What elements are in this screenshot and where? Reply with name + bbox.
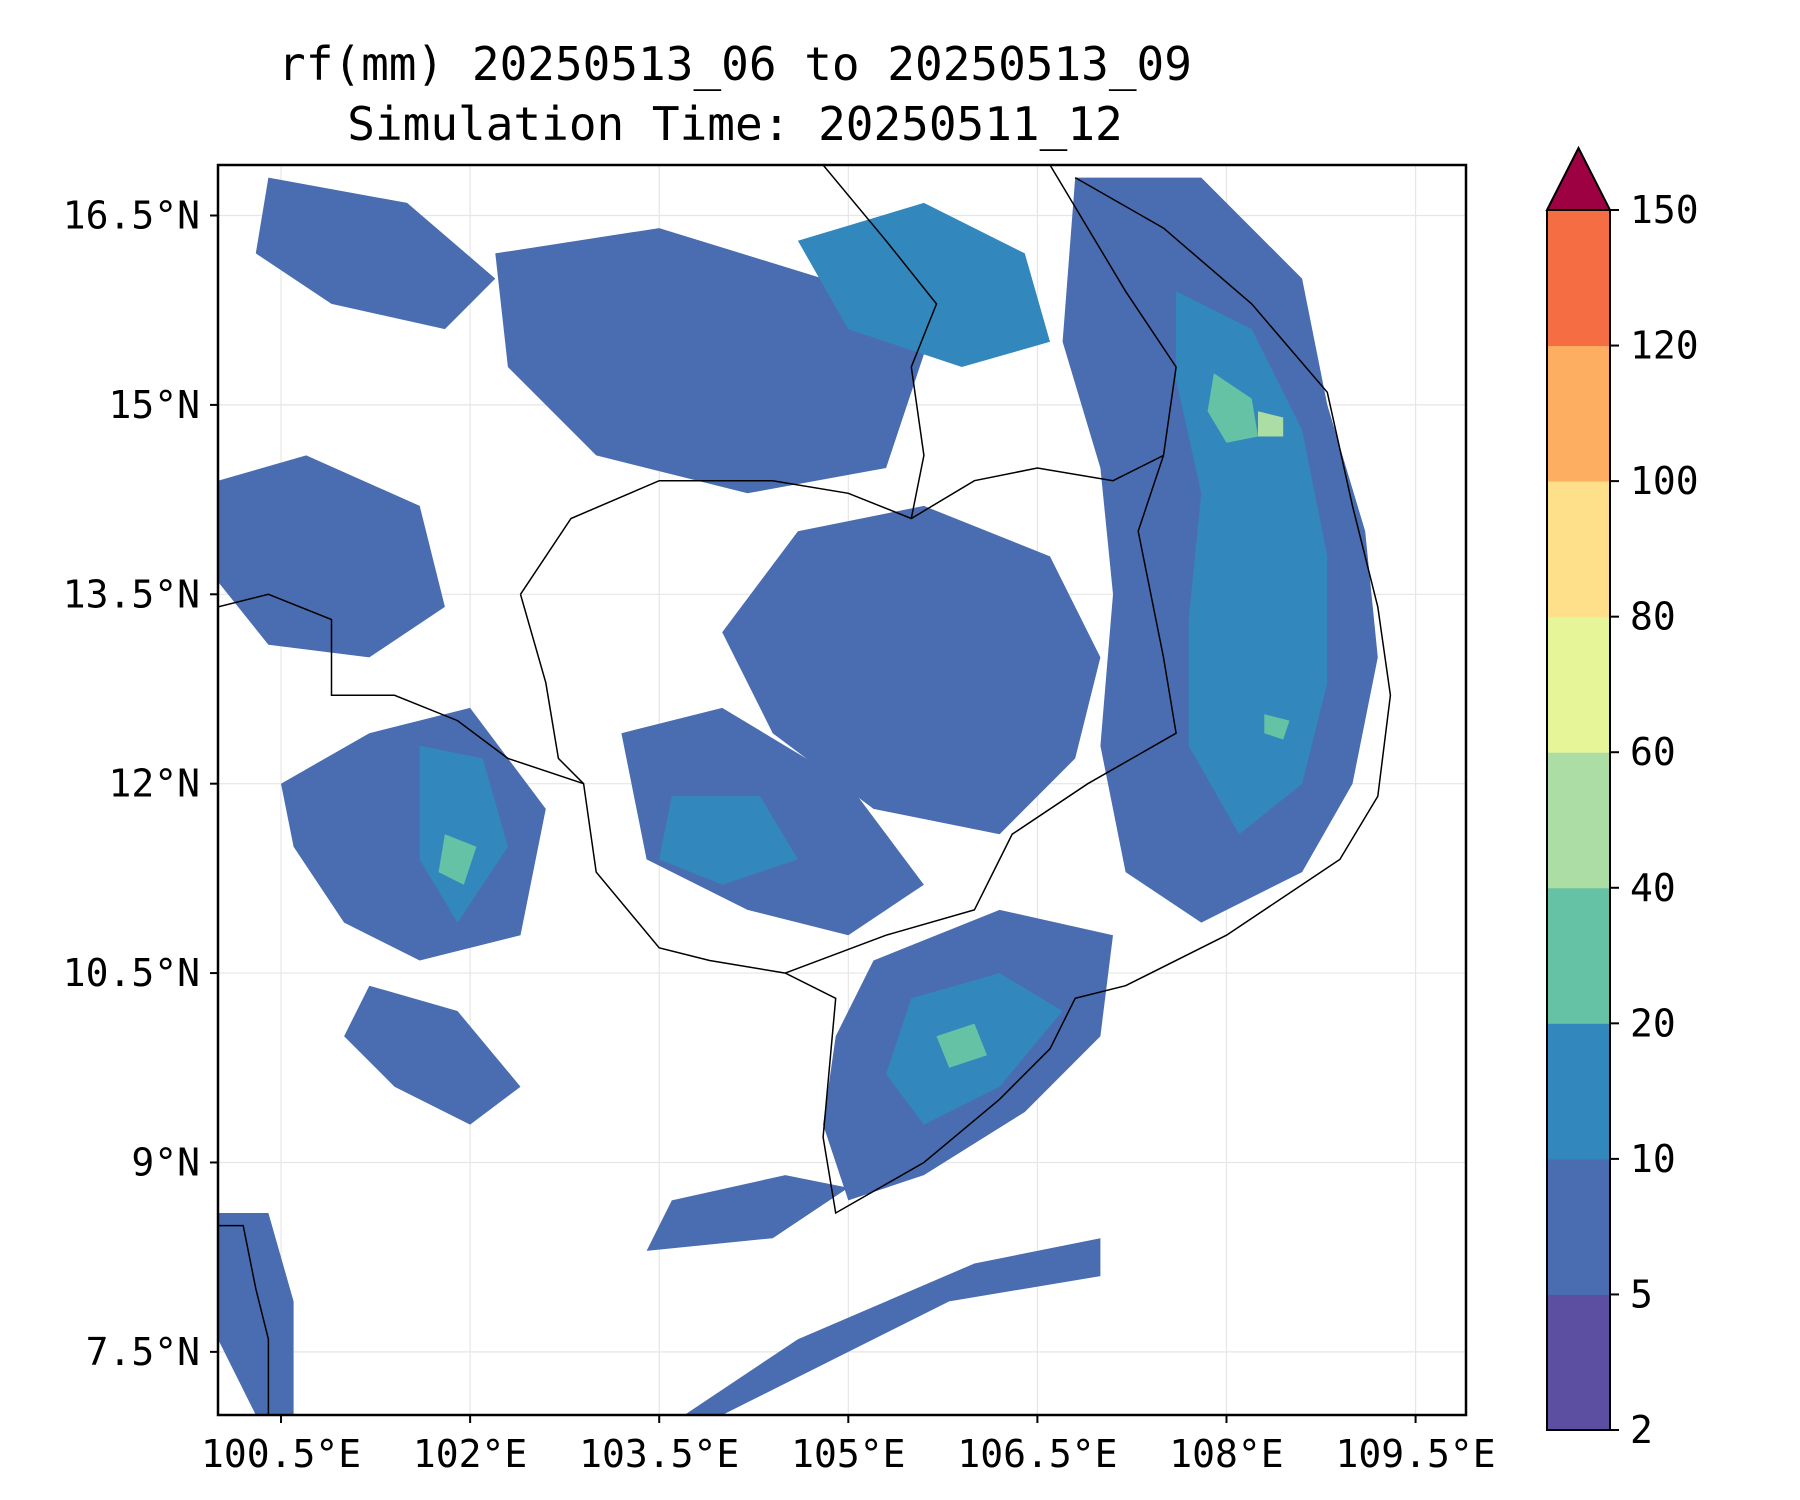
colorbar-label: 120 xyxy=(1630,324,1699,368)
lat-tick-label: 9°N xyxy=(131,1140,200,1184)
line-vietnam-coast xyxy=(218,176,1392,1215)
lon-tick-label: 109.5°E xyxy=(1335,1432,1495,1476)
rainfall-contours xyxy=(218,177,1378,1415)
rain-region-west-gulf-scatter xyxy=(344,985,521,1125)
colorbar: 2 5 10 20 40 60 80 100 120 150 xyxy=(1545,145,1699,1452)
line-cambodia-north-border xyxy=(519,454,1164,595)
colorbar-label: 100 xyxy=(1630,459,1699,503)
lon-tick-label: 105°E xyxy=(791,1432,905,1476)
colorbar-label: 80 xyxy=(1630,595,1676,639)
rain-region-central-vietnam-coast-inner xyxy=(1176,291,1328,835)
lon-tick-label: 102°E xyxy=(413,1432,527,1476)
colorbar-segment xyxy=(1547,616,1610,753)
lon-tick-label: 100.5°E xyxy=(201,1432,361,1476)
rain-region-central-vietnam-peak-c xyxy=(1264,714,1290,740)
colorbar-label: 40 xyxy=(1630,866,1676,910)
lat-tick-label: 16.5°N xyxy=(63,194,200,238)
line-laos-vietnam-border xyxy=(1049,165,1177,456)
line-cambodia-vietnam-border xyxy=(785,455,1177,974)
rain-region-laos-west-band xyxy=(255,177,496,330)
coastlines-borders xyxy=(218,165,1392,1415)
rain-region-central-vietnam-peak-a xyxy=(1207,373,1258,443)
colorbar-frame xyxy=(1546,210,1611,1431)
colorbar-label: 5 xyxy=(1630,1272,1653,1316)
lat-tick-label: 13.5°N xyxy=(63,572,200,616)
rain-region-gulf-south-band xyxy=(684,1238,1101,1415)
title-line-1: rf(mm) 20250513_06 to 20250513_09 xyxy=(278,37,1192,91)
colorbar-segment xyxy=(1547,1158,1610,1295)
colorbar-segment xyxy=(1547,481,1610,618)
rain-region-laos-north-inner xyxy=(797,202,1050,367)
colorbar-label: 60 xyxy=(1630,730,1676,774)
line-malay-coast-line xyxy=(218,1224,270,1415)
colorbar-label: 20 xyxy=(1630,1001,1676,1045)
colorbar-segment xyxy=(1547,345,1610,482)
lat-tick-label: 7.5°N xyxy=(86,1330,200,1374)
lon-tick-label: 106.5°E xyxy=(957,1432,1117,1476)
colorbar-label: 2 xyxy=(1630,1408,1653,1452)
lon-tick-label: 103.5°E xyxy=(579,1432,739,1476)
lon-tick-label: 108°E xyxy=(1169,1432,1283,1476)
colorbar-segment xyxy=(1547,1023,1610,1160)
rain-region-laos-north xyxy=(495,228,924,494)
rain-region-cambodia-south-inner xyxy=(659,796,798,885)
latitude-ticks: 7.5°N 9°N 10.5°N 12°N 13.5°N 15°N 16.5°N xyxy=(63,194,218,1374)
line-laos-thailand-border xyxy=(822,165,938,519)
rain-region-thailand-east-inner xyxy=(419,745,508,923)
rain-region-mekong-delta-peak xyxy=(936,1023,987,1068)
rain-region-thailand-east-peak xyxy=(438,834,477,885)
lat-tick-label: 12°N xyxy=(108,762,200,806)
rain-region-central-highlands xyxy=(722,505,1101,835)
colorbar-segment xyxy=(1547,210,1610,347)
rain-region-central-vietnam-peak-b xyxy=(1258,411,1284,437)
line-thai-cambodia-border-west xyxy=(519,594,585,785)
colorbar-segment xyxy=(1547,752,1610,889)
colorbar-label: 150 xyxy=(1630,188,1699,232)
lat-tick-label: 15°N xyxy=(108,383,200,427)
colorbar-segment xyxy=(1547,887,1610,1024)
rain-region-gulf-band-2 xyxy=(646,1175,849,1251)
lat-tick-label: 10.5°N xyxy=(63,951,200,995)
colorbar-segment xyxy=(1547,1294,1610,1431)
title-line-2: Simulation Time: 20250511_12 xyxy=(347,97,1123,151)
map-frame xyxy=(216,163,1468,1417)
rain-region-malay-coast xyxy=(218,1213,294,1415)
colorbar-label: 10 xyxy=(1630,1137,1676,1181)
longitude-ticks: 100.5°E 102°E 103.5°E 105°E 106.5°E 108°E 109.… xyxy=(201,1415,1496,1476)
rain-region-thailand-west xyxy=(218,455,445,658)
colorbar-extend-arrow xyxy=(1545,145,1612,211)
